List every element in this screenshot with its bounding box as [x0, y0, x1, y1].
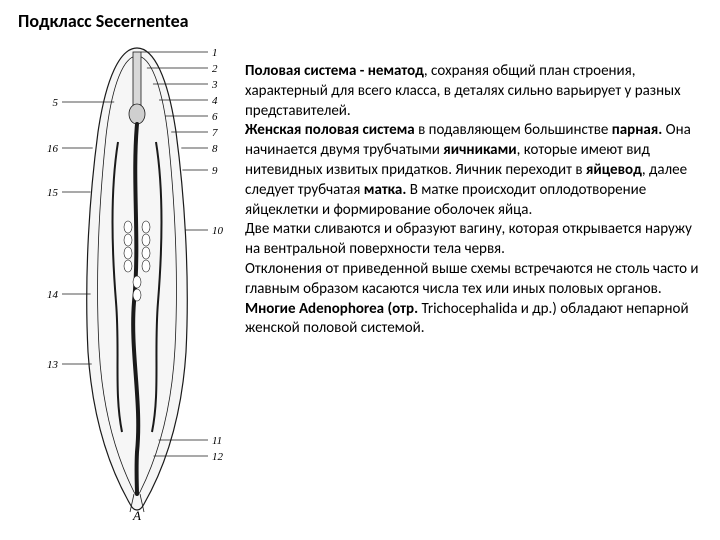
diagram-label-2: 2	[212, 63, 218, 75]
bold-run: матка.	[364, 181, 410, 199]
bold-run: Половая система - нематод	[245, 62, 424, 80]
diagram-label-10: 10	[212, 225, 224, 237]
paragraph: Две матки сливаются и образуют вагину, к…	[245, 220, 700, 260]
body-text: Половая система - нематод, сохраняя общи…	[245, 62, 700, 339]
figure-letter: А	[132, 508, 141, 522]
diagram-label-16: 16	[47, 143, 59, 155]
page-title: Подкласс Secernentea	[18, 10, 189, 32]
diagram-label-13: 13	[47, 359, 59, 371]
diagram-label-5: 5	[53, 97, 59, 109]
diagram-label-14: 14	[47, 289, 59, 301]
text-run: Две матки сливаются и образуют вагину, к…	[245, 220, 692, 258]
diagram-label-7: 7	[212, 127, 218, 139]
diagram-label-8: 8	[212, 143, 218, 155]
paragraph: Отклонения от приведенной выше схемы вст…	[245, 260, 700, 339]
diagram-label-3: 3	[211, 79, 218, 91]
diagram-label-4: 4	[212, 95, 218, 107]
diagram-label-12: 12	[212, 451, 224, 463]
bold-run: яичниками	[443, 141, 516, 159]
bold-run: Женская половая система	[245, 121, 418, 139]
bold-run: парная.	[612, 121, 666, 139]
nematode-diagram: 12346789101112 516151413 А	[40, 42, 235, 522]
bold-run: Многие Adenophorea (отр.	[245, 300, 421, 318]
paragraph: Половая система - нематод, сохраняя общи…	[245, 62, 700, 121]
text-run: Отклонения от приведенной выше схемы вст…	[245, 260, 699, 298]
diagram-label-1: 1	[212, 47, 218, 59]
diagram-label-11: 11	[212, 435, 222, 447]
diagram-label-6: 6	[212, 111, 218, 123]
diagram-label-9: 9	[212, 165, 218, 177]
text-run: в подавляющем большинстве	[418, 121, 612, 139]
bold-run: яйцевод	[586, 161, 642, 179]
diagram-svg: 12346789101112 516151413 А	[40, 42, 235, 522]
diagram-label-15: 15	[47, 187, 59, 199]
paragraph: Женская половая система в подавляющем бо…	[245, 121, 700, 220]
